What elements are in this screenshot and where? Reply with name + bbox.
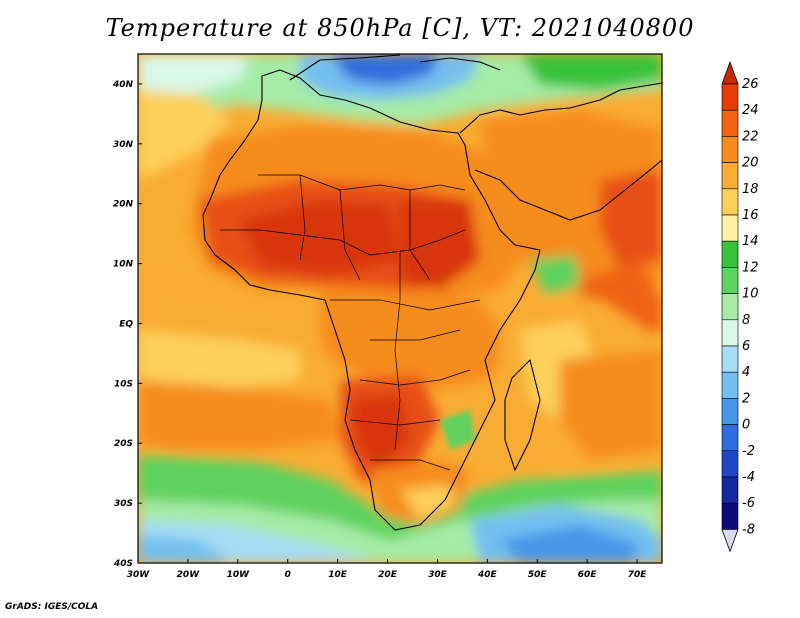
colorbar-label: -2 bbox=[742, 444, 755, 459]
colorbar-label: 0 bbox=[742, 418, 750, 433]
colorbar-label: 6 bbox=[742, 339, 750, 354]
colorbar-label: 12 bbox=[742, 260, 759, 275]
colorbar-swatch bbox=[721, 502, 739, 530]
colorbar-label: 4 bbox=[742, 365, 750, 380]
x-tick-label: 10E bbox=[328, 570, 348, 580]
colorbar-swatch bbox=[721, 214, 739, 242]
colorbar-swatch bbox=[721, 162, 739, 190]
coastlines bbox=[202, 54, 662, 531]
colorbar-swatch bbox=[721, 240, 739, 268]
colorbar-label: -6 bbox=[742, 496, 755, 511]
colorbar-label: 22 bbox=[742, 129, 759, 144]
map-title: Temperature at 850hPa [C], VT: 202104080… bbox=[105, 14, 695, 42]
y-tick-label: 20N bbox=[113, 200, 134, 210]
x-tick-label: 10W bbox=[227, 570, 251, 580]
colorbar-swatch bbox=[721, 398, 739, 425]
x-tick-label: 50E bbox=[528, 570, 548, 580]
grads-credit: GrADS: IGES/COLA bbox=[5, 602, 99, 612]
y-tick-label: 20S bbox=[114, 439, 133, 449]
y-tick-label: 40N bbox=[112, 80, 134, 90]
colorbar-label: 10 bbox=[742, 287, 759, 302]
x-tick-label: 70E bbox=[628, 570, 648, 580]
x-tick-label: 20E bbox=[378, 570, 398, 580]
colorbar-swatch bbox=[721, 371, 739, 399]
x-tick-label: 60E bbox=[578, 570, 598, 580]
colorbar-label: 18 bbox=[742, 182, 759, 197]
colorbar-swatch bbox=[721, 450, 739, 478]
country-borders bbox=[220, 174, 481, 471]
x-tick-label: 40E bbox=[477, 570, 498, 580]
colorbar-top-arrow bbox=[721, 60, 739, 85]
y-tick-label: 10S bbox=[114, 379, 133, 389]
plot-frame bbox=[137, 53, 663, 564]
colorbar-swatch bbox=[721, 136, 739, 163]
x-tick-label: 30W bbox=[127, 570, 151, 580]
colorbar-label: 26 bbox=[742, 77, 759, 92]
x-tick-label: 20W bbox=[177, 570, 201, 580]
temperature-field bbox=[138, 54, 662, 563]
colorbar-label: 14 bbox=[742, 234, 759, 249]
colorbar-label: 16 bbox=[742, 208, 759, 223]
y-tick-label: EQ bbox=[119, 319, 133, 329]
y-tick-label: 10N bbox=[113, 260, 134, 270]
colorbar-swatch bbox=[721, 83, 739, 111]
colorbar-swatch bbox=[721, 109, 739, 137]
colorbar-label: 2 bbox=[742, 391, 750, 406]
colorbar-swatch bbox=[721, 267, 739, 294]
colorbar-swatch bbox=[721, 188, 739, 216]
colorbar-swatch bbox=[721, 476, 739, 504]
colorbar-label: 20 bbox=[742, 156, 759, 171]
colorbar-swatch bbox=[721, 319, 739, 347]
colorbar-swatch bbox=[721, 345, 739, 373]
colorbar-label: -4 bbox=[742, 470, 755, 485]
x-tick-label: 30E bbox=[428, 570, 448, 580]
axis-ticks: 30W 20W 10W 0 10E 20E 30E 40E 50E 60E 70E 40N 30N 20N… bbox=[112, 80, 647, 580]
y-tick-label: 40S bbox=[113, 559, 133, 569]
colorbar-bottom-arrow bbox=[721, 529, 739, 553]
colorbar-label: -8 bbox=[742, 522, 755, 537]
colorbar-label: 24 bbox=[742, 103, 759, 118]
x-tick-label: 0 bbox=[285, 570, 291, 580]
colorbar-swatch bbox=[721, 424, 739, 452]
y-tick-label: 30N bbox=[113, 140, 134, 150]
y-tick-label: 30S bbox=[114, 499, 133, 509]
colorbar-label: 8 bbox=[742, 313, 750, 328]
colorbar-swatch bbox=[721, 293, 739, 321]
